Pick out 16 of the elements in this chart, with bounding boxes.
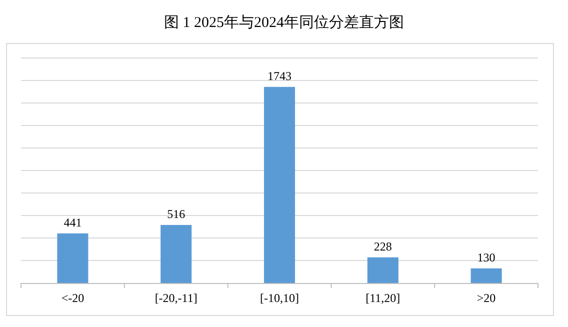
x-tick-label: [-10,10] — [260, 291, 299, 305]
x-tick-label: <-20 — [61, 291, 84, 305]
data-label: 441 — [64, 215, 82, 230]
bar — [367, 257, 398, 283]
data-label: 1743 — [268, 68, 292, 83]
x-tick-label: >20 — [476, 291, 496, 305]
bar — [470, 268, 502, 283]
data-label: 130 — [477, 250, 496, 264]
data-label: 516 — [167, 206, 186, 221]
x-tick-label: [11,20] — [366, 291, 400, 305]
x-tick-label: [-20,-11] — [154, 291, 198, 305]
bar — [160, 224, 192, 283]
bar — [264, 86, 296, 283]
chart-title: 图 1 2025年与2024年同位分差直方图 — [164, 14, 404, 31]
bar — [57, 233, 88, 283]
data-label: 228 — [374, 239, 392, 254]
